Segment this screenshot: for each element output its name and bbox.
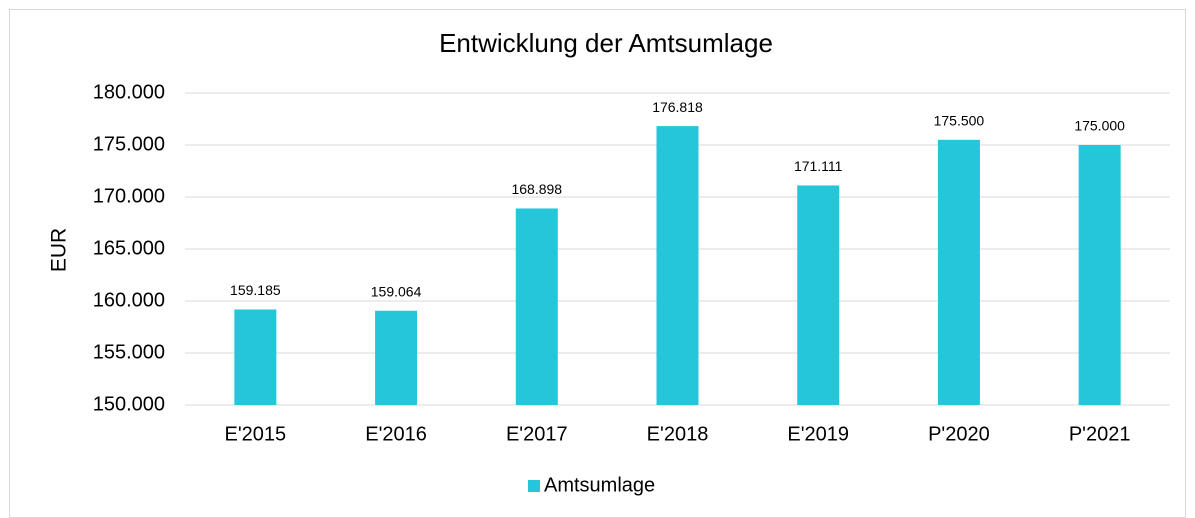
x-tick-label: P'2020 bbox=[928, 423, 990, 445]
data-label: 168.898 bbox=[511, 181, 562, 197]
data-label: 175.000 bbox=[1074, 118, 1125, 134]
x-tick-label: E'2019 bbox=[787, 423, 849, 445]
x-tick-label: E'2016 bbox=[365, 423, 427, 445]
bar bbox=[937, 139, 980, 406]
chart-title: Entwicklung der Amtsumlage bbox=[439, 28, 773, 58]
bar bbox=[234, 309, 277, 405]
bar bbox=[1078, 145, 1121, 405]
x-tick-label: E'2015 bbox=[225, 423, 287, 445]
y-tick-label: 150.000 bbox=[93, 393, 165, 415]
data-label: 171.111 bbox=[794, 158, 843, 174]
bar bbox=[375, 310, 418, 405]
chart-border bbox=[9, 9, 1186, 518]
y-tick-label: 180.000 bbox=[93, 81, 165, 103]
y-tick-label: 160.000 bbox=[93, 289, 165, 311]
legend-label: Amtsumlage bbox=[544, 474, 655, 496]
legend-swatch bbox=[528, 480, 540, 492]
bar bbox=[797, 185, 840, 405]
y-tick-label: 155.000 bbox=[93, 341, 165, 363]
x-tick-label: E'2017 bbox=[506, 423, 568, 445]
y-tick-label: 170.000 bbox=[93, 185, 165, 207]
data-label: 176.818 bbox=[652, 99, 703, 115]
data-label: 175.500 bbox=[934, 113, 985, 129]
bar bbox=[515, 208, 558, 405]
y-axis-label: EUR bbox=[48, 228, 71, 272]
y-tick-label: 165.000 bbox=[93, 237, 165, 259]
x-tick-label: P'2021 bbox=[1069, 423, 1131, 445]
data-label: 159.064 bbox=[371, 283, 422, 299]
data-label: 159.185 bbox=[230, 282, 281, 298]
bar bbox=[656, 126, 699, 405]
y-tick-label: 175.000 bbox=[93, 133, 165, 155]
x-tick-label: E'2018 bbox=[647, 423, 709, 445]
